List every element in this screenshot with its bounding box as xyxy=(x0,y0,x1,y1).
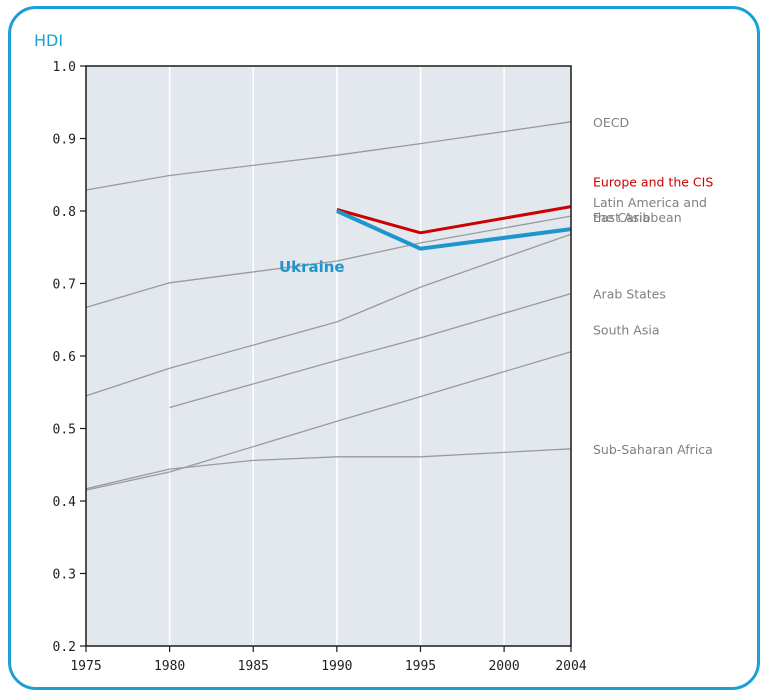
y-tick-label: 0.5 xyxy=(53,423,76,438)
series-label-east-asia: East Asia xyxy=(593,210,650,225)
series-label-south-asia: South Asia xyxy=(593,323,660,338)
y-tick-label: 0.2 xyxy=(53,640,76,655)
series-label-arab-states: Arab States xyxy=(593,287,666,302)
x-tick-label: 1985 xyxy=(238,659,269,674)
x-tick-label: 1995 xyxy=(405,659,436,674)
x-tick-label: 1975 xyxy=(70,659,101,674)
y-axis-title: HDI xyxy=(34,31,63,50)
x-tick-label: 2000 xyxy=(488,659,519,674)
x-tick-label: 2004 xyxy=(555,659,586,674)
x-tick-label: 1990 xyxy=(321,659,352,674)
plot-background xyxy=(86,66,571,646)
series-label-latin-america-and-the-caribbean: Latin America and xyxy=(593,195,707,210)
plot-area: 0.2 0.3 0.4 0.5 0.6 0.7 0.8 0.9 1.0 1975 1980 1985 1… xyxy=(53,60,714,674)
y-tick-label: 0.9 xyxy=(53,133,76,148)
y-tick-label: 0.6 xyxy=(53,350,76,365)
x-tick-label: 1980 xyxy=(154,659,185,674)
series-label-oecd: OECD xyxy=(593,115,629,130)
series-label-sub-saharan-africa: Sub-Saharan Africa xyxy=(593,442,713,457)
series-label-ukraine: Ukraine xyxy=(279,258,345,276)
y-tick-label: 0.8 xyxy=(53,205,76,220)
y-tick-label: 1.0 xyxy=(53,60,76,75)
series-label-europe-and-the-cis: Europe and the CIS xyxy=(593,175,713,190)
y-tick-label: 0.4 xyxy=(53,495,77,510)
y-tick-label: 0.3 xyxy=(53,568,76,583)
y-tick-label: 0.7 xyxy=(53,278,76,293)
